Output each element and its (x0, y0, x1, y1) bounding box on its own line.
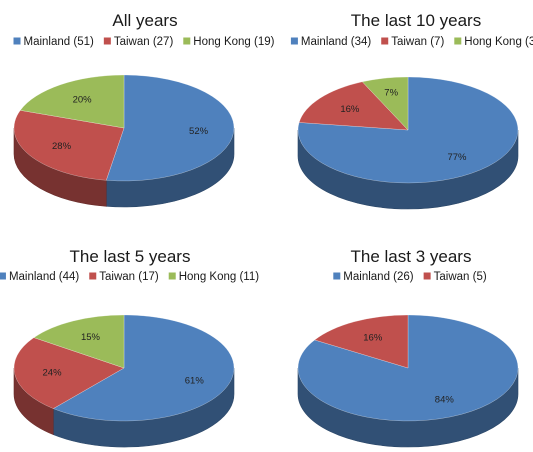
legend: Mainland (34) Taiwan (7) Hong Kong (3) (290, 36, 533, 48)
legend-swatch-hong-kong (183, 37, 191, 45)
legend-swatch-mainland (0, 272, 6, 280)
data-label-taiwan: 24% (43, 368, 63, 379)
legend-swatch-mainland (333, 272, 341, 280)
data-label-mainland: 52% (189, 126, 209, 137)
legend-label-hong-kong: Hong Kong (11) (179, 271, 260, 283)
legend-swatch-hong-kong (168, 272, 176, 280)
pie-slice-hong-kong (19, 74, 125, 129)
legend-label-taiwan: Taiwan (7) (391, 36, 444, 48)
pie-slice-taiwan (13, 110, 125, 181)
legend-swatch-taiwan (423, 272, 431, 280)
data-label-hong-kong: 7% (384, 88, 398, 99)
legend-label-mainland: Mainland (26) (343, 271, 413, 283)
pie-slice-hong-kong (33, 314, 125, 369)
pie-chart-4: The last 3 years Mainland (26) Taiwan (5) 8… (297, 247, 519, 448)
chart-title: The last 3 years (351, 247, 472, 266)
data-label-mainland: 84% (435, 395, 455, 406)
legend-label-mainland: Mainland (51) (24, 36, 94, 48)
legend-label-taiwan: Taiwan (5) (434, 271, 487, 283)
pie-slice-taiwan (314, 314, 409, 369)
pie-chart-2: The last 10 years Mainland (34) Taiwan (7)… (290, 11, 533, 210)
legend-label-mainland: Mainland (34) (301, 36, 371, 48)
legend-swatch-mainland (13, 37, 21, 45)
pie-slice-mainland (52, 314, 235, 422)
legend-swatch-taiwan (103, 37, 111, 45)
legend: Mainland (44) Taiwan (17) Hong Kong (11) (0, 271, 259, 283)
data-label-hong-kong: 20% (73, 94, 93, 105)
chart-title: The last 5 years (70, 247, 191, 266)
data-label-hong-kong: 15% (81, 332, 101, 343)
pie-slice-taiwan (298, 81, 409, 131)
legend-swatch-taiwan (381, 37, 389, 45)
pie-slice-mainland (105, 74, 235, 182)
data-label-mainland: 61% (185, 375, 205, 386)
legend: Mainland (26) Taiwan (5) (333, 271, 487, 283)
pie-chart-3: The last 5 years Mainland (44) Taiwan (17)… (0, 247, 259, 448)
legend-label-hong-kong: Hong Kong (19) (193, 36, 274, 48)
legend-label-taiwan: Taiwan (27) (114, 36, 174, 48)
legend: Mainland (51) Taiwan (27) Hong Kong (19) (13, 36, 275, 48)
data-label-taiwan: 16% (340, 104, 360, 115)
legend-label-hong-kong: Hong Kong (3) (464, 36, 533, 48)
chart-title: All years (112, 11, 177, 30)
legend-label-mainland: Mainland (44) (9, 271, 79, 283)
legend-swatch-hong-kong (454, 37, 462, 45)
data-label-mainland: 77% (447, 152, 467, 163)
legend-swatch-taiwan (89, 272, 97, 280)
pie-slice-hong-kong (361, 76, 409, 131)
pie-slice-taiwan (13, 337, 125, 409)
legend-swatch-mainland (290, 37, 298, 45)
chart-title: The last 10 years (351, 11, 481, 30)
data-label-taiwan: 16% (363, 332, 383, 343)
data-label-taiwan: 28% (52, 141, 72, 152)
pie-chart-1: All years Mainland (51) Taiwan (27) Hong Ko… (13, 11, 275, 208)
legend-label-taiwan: Taiwan (17) (99, 271, 159, 283)
